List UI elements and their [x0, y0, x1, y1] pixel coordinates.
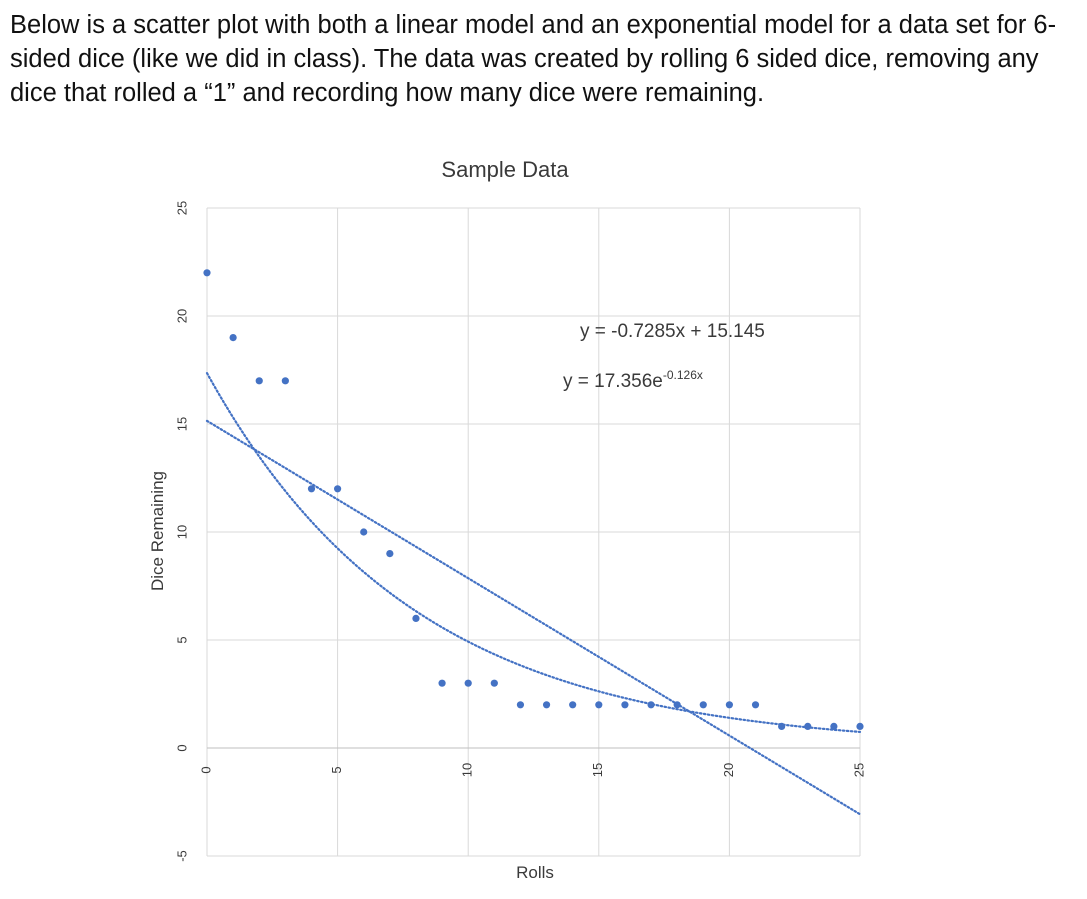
linear-trendline — [205, 419, 862, 816]
data-point — [203, 269, 211, 277]
y-tick-label: 5 — [174, 636, 189, 643]
data-point — [751, 701, 760, 709]
y-axis-label: Dice Remaining — [148, 471, 167, 591]
data-point — [334, 485, 342, 493]
data-point — [229, 334, 237, 342]
x-tick-label: 5 — [329, 766, 344, 773]
data-point — [647, 701, 655, 709]
data-point — [542, 701, 551, 709]
y-tick-label: -5 — [174, 850, 189, 862]
y-tick-label: 15 — [174, 417, 189, 431]
gridlines — [206, 207, 861, 857]
data-points — [203, 269, 864, 731]
data-point — [516, 701, 525, 709]
data-point — [386, 550, 394, 558]
data-point — [830, 722, 838, 731]
data-point — [307, 485, 316, 493]
data-point — [360, 528, 368, 536]
exponential-equation-exponent: -0.126x — [663, 368, 703, 382]
data-point — [673, 701, 681, 709]
y-tick-label: 10 — [174, 525, 189, 539]
intro-text: Below is a scatter plot with both a line… — [10, 11, 1057, 107]
y-tick-label: 25 — [174, 201, 189, 215]
trendlines — [205, 372, 862, 816]
x-tick-label: 15 — [590, 763, 605, 777]
data-point — [595, 701, 603, 709]
linear-equation-label: y = -0.7285x + 15.145 — [580, 321, 765, 342]
exponential-trendline — [205, 372, 862, 734]
data-point — [569, 701, 577, 709]
data-point — [464, 679, 472, 687]
exponential-equation-label: y = 17.356e-0.126x — [563, 368, 703, 392]
x-axis-label: Rolls — [516, 863, 554, 882]
x-tick-label: 0 — [198, 766, 213, 773]
x-tick-label: 20 — [721, 763, 736, 777]
data-point — [699, 701, 707, 709]
data-point — [412, 614, 420, 623]
data-point — [255, 377, 263, 385]
chart-title: Sample Data — [441, 157, 569, 182]
x-tick-labels: 0 5 10 15 20 25 — [198, 763, 866, 777]
data-point — [490, 679, 498, 687]
x-tick-label: 25 — [851, 763, 866, 777]
data-point — [778, 722, 786, 731]
y-tick-label: 20 — [174, 309, 189, 323]
y-tick-label: 0 — [174, 744, 189, 751]
data-point — [281, 377, 289, 385]
exponential-equation-base: y = 17.356e — [563, 371, 663, 392]
data-point — [621, 701, 629, 709]
data-point — [856, 722, 864, 731]
data-point — [804, 722, 812, 731]
data-point — [438, 679, 446, 687]
x-tick-label: 10 — [460, 763, 475, 777]
data-point — [725, 701, 734, 709]
y-tick-labels: -5 0 5 10 15 20 25 — [174, 201, 189, 862]
